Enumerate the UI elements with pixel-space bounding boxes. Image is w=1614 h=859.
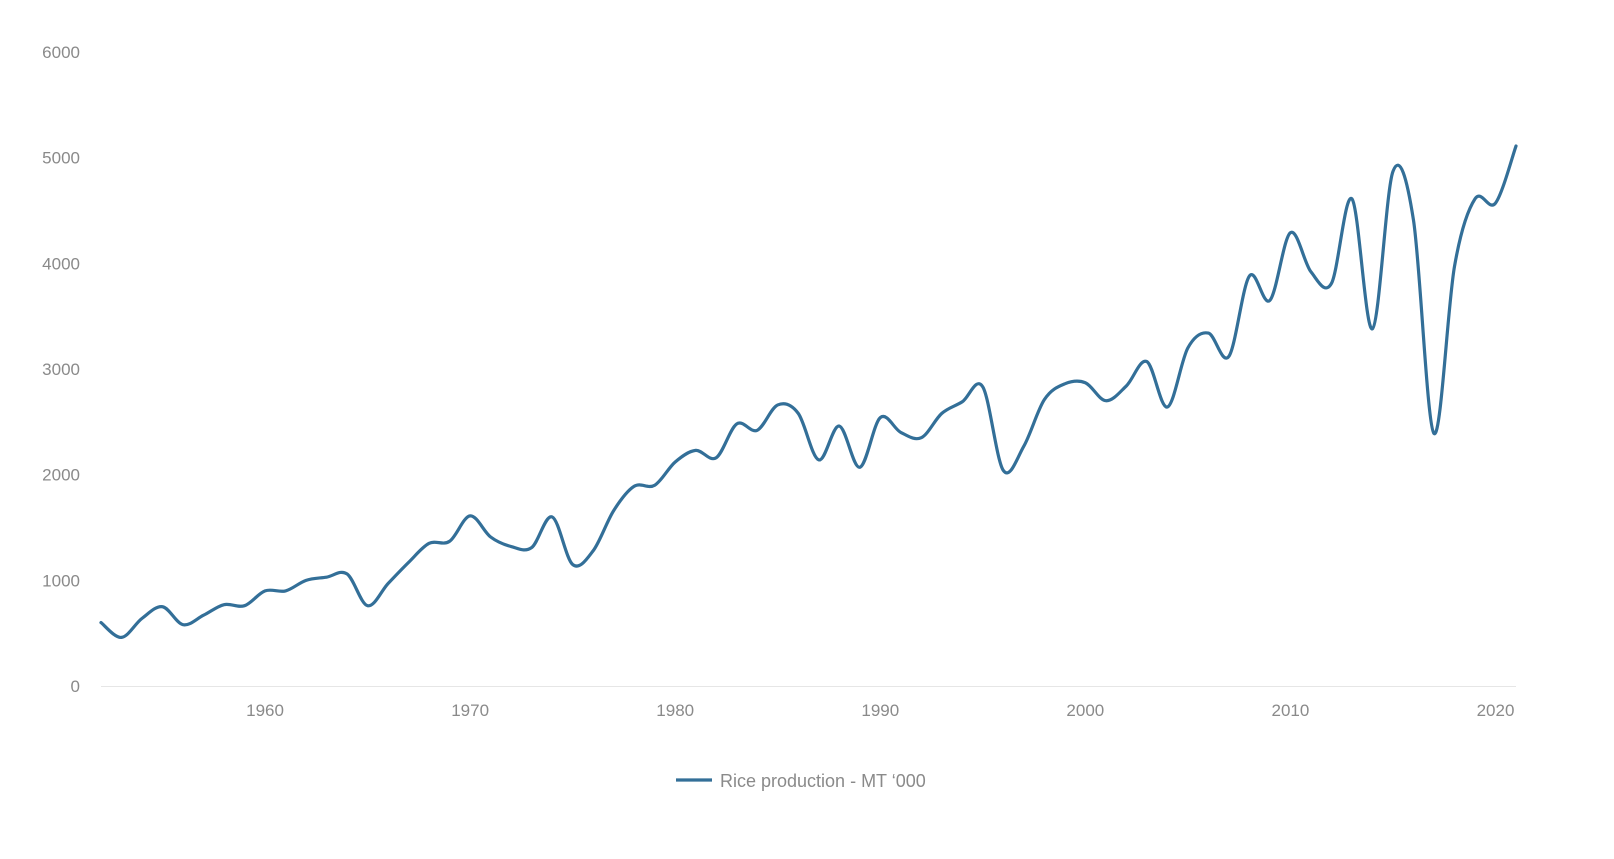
data-point-1978[interactable] xyxy=(628,480,640,492)
data-point-1973[interactable] xyxy=(526,542,538,554)
data-point-1996[interactable] xyxy=(997,464,1009,476)
data-point-1998[interactable] xyxy=(1038,394,1050,406)
data-point-1960[interactable] xyxy=(259,585,271,597)
data-point-2020[interactable] xyxy=(1489,197,1501,209)
y-tick-label: 0 xyxy=(71,677,80,696)
data-point-1963[interactable] xyxy=(321,571,333,583)
data-point-1965[interactable] xyxy=(362,600,374,612)
data-point-1979[interactable] xyxy=(649,479,661,491)
x-axis-ticks: 1960 1970 1980 1990 2000 2010 2020 xyxy=(246,701,1514,720)
y-tick-label: 6000 xyxy=(42,43,80,62)
data-point-1954[interactable] xyxy=(136,612,148,624)
data-point-1997[interactable] xyxy=(1018,440,1030,452)
data-point-1991[interactable] xyxy=(895,426,907,438)
data-point-2007[interactable] xyxy=(1223,350,1235,362)
x-tick-label: 2010 xyxy=(1272,701,1310,720)
data-point-2013[interactable] xyxy=(1346,193,1358,205)
data-point-1972[interactable] xyxy=(505,541,517,553)
data-point-1980[interactable] xyxy=(669,456,681,468)
data-point-1966[interactable] xyxy=(382,578,394,590)
x-tick-label: 1990 xyxy=(861,701,899,720)
data-point-1964[interactable] xyxy=(341,568,353,580)
data-point-1974[interactable] xyxy=(546,511,558,523)
data-point-1971[interactable] xyxy=(485,531,497,543)
data-point-1994[interactable] xyxy=(956,396,968,408)
data-point-2015[interactable] xyxy=(1387,165,1399,177)
data-point-1958[interactable] xyxy=(218,599,230,611)
data-point-1969[interactable] xyxy=(444,535,456,547)
data-point-1962[interactable] xyxy=(300,574,312,586)
data-point-2001[interactable] xyxy=(1100,395,1112,407)
data-point-1953[interactable] xyxy=(116,631,128,643)
data-point-1977[interactable] xyxy=(608,505,620,517)
data-point-2011[interactable] xyxy=(1305,266,1317,278)
data-point-1976[interactable] xyxy=(587,545,599,557)
data-point-2004[interactable] xyxy=(1161,401,1173,413)
series-line-rice-production xyxy=(99,144,1518,639)
data-point-1967[interactable] xyxy=(403,556,415,568)
y-tick-label: 5000 xyxy=(42,149,80,168)
y-tick-label: 1000 xyxy=(42,571,80,590)
data-point-2012[interactable] xyxy=(1325,277,1337,289)
data-point-2008[interactable] xyxy=(1243,270,1255,282)
x-tick-label: 2020 xyxy=(1477,701,1515,720)
data-point-1968[interactable] xyxy=(423,537,435,549)
data-point-1955[interactable] xyxy=(157,601,169,613)
x-tick-label: 1960 xyxy=(246,701,284,720)
data-point-2009[interactable] xyxy=(1264,294,1276,306)
data-point-1987[interactable] xyxy=(813,454,825,466)
data-point-2014[interactable] xyxy=(1366,323,1378,335)
data-point-1993[interactable] xyxy=(936,407,948,419)
y-tick-label: 4000 xyxy=(42,254,80,273)
data-point-2018[interactable] xyxy=(1448,261,1460,273)
data-point-1992[interactable] xyxy=(915,432,927,444)
x-tick-label: 1980 xyxy=(656,701,694,720)
x-tick-label: 2000 xyxy=(1066,701,1104,720)
y-tick-label: 2000 xyxy=(42,466,80,485)
data-point-1970[interactable] xyxy=(464,510,476,522)
data-point-2016[interactable] xyxy=(1407,214,1419,226)
data-point-1952[interactable] xyxy=(95,617,107,629)
data-point-1957[interactable] xyxy=(198,609,210,621)
data-point-2005[interactable] xyxy=(1182,342,1194,354)
data-point-2017[interactable] xyxy=(1428,427,1440,439)
data-point-1999[interactable] xyxy=(1059,378,1071,390)
data-point-2002[interactable] xyxy=(1120,380,1132,392)
data-point-2000[interactable] xyxy=(1079,377,1091,389)
data-point-1975[interactable] xyxy=(567,558,579,570)
data-point-1982[interactable] xyxy=(710,452,722,464)
data-point-1959[interactable] xyxy=(239,600,251,612)
data-point-2010[interactable] xyxy=(1284,227,1296,239)
data-point-1956[interactable] xyxy=(177,619,189,631)
data-point-2021[interactable] xyxy=(1510,140,1522,152)
data-point-2019[interactable] xyxy=(1469,193,1481,205)
data-point-1990[interactable] xyxy=(874,412,886,424)
data-point-1984[interactable] xyxy=(751,424,763,436)
data-point-1988[interactable] xyxy=(833,420,845,432)
data-point-1961[interactable] xyxy=(280,585,292,597)
y-axis-ticks: 0 1000 2000 3000 4000 5000 6000 xyxy=(42,43,80,696)
data-point-1995[interactable] xyxy=(977,381,989,393)
data-point-1989[interactable] xyxy=(854,461,866,473)
data-point-1986[interactable] xyxy=(792,407,804,419)
data-point-2006[interactable] xyxy=(1202,327,1214,339)
legend[interactable]: Rice production - MT ‘000 xyxy=(676,771,926,791)
data-point-2003[interactable] xyxy=(1141,356,1153,368)
data-point-1981[interactable] xyxy=(690,444,702,456)
data-points xyxy=(95,140,1522,643)
x-tick-label: 1970 xyxy=(451,701,489,720)
y-tick-label: 3000 xyxy=(42,360,80,379)
data-point-1983[interactable] xyxy=(731,418,743,430)
data-point-1985[interactable] xyxy=(772,399,784,411)
legend-label: Rice production - MT ‘000 xyxy=(720,771,926,791)
